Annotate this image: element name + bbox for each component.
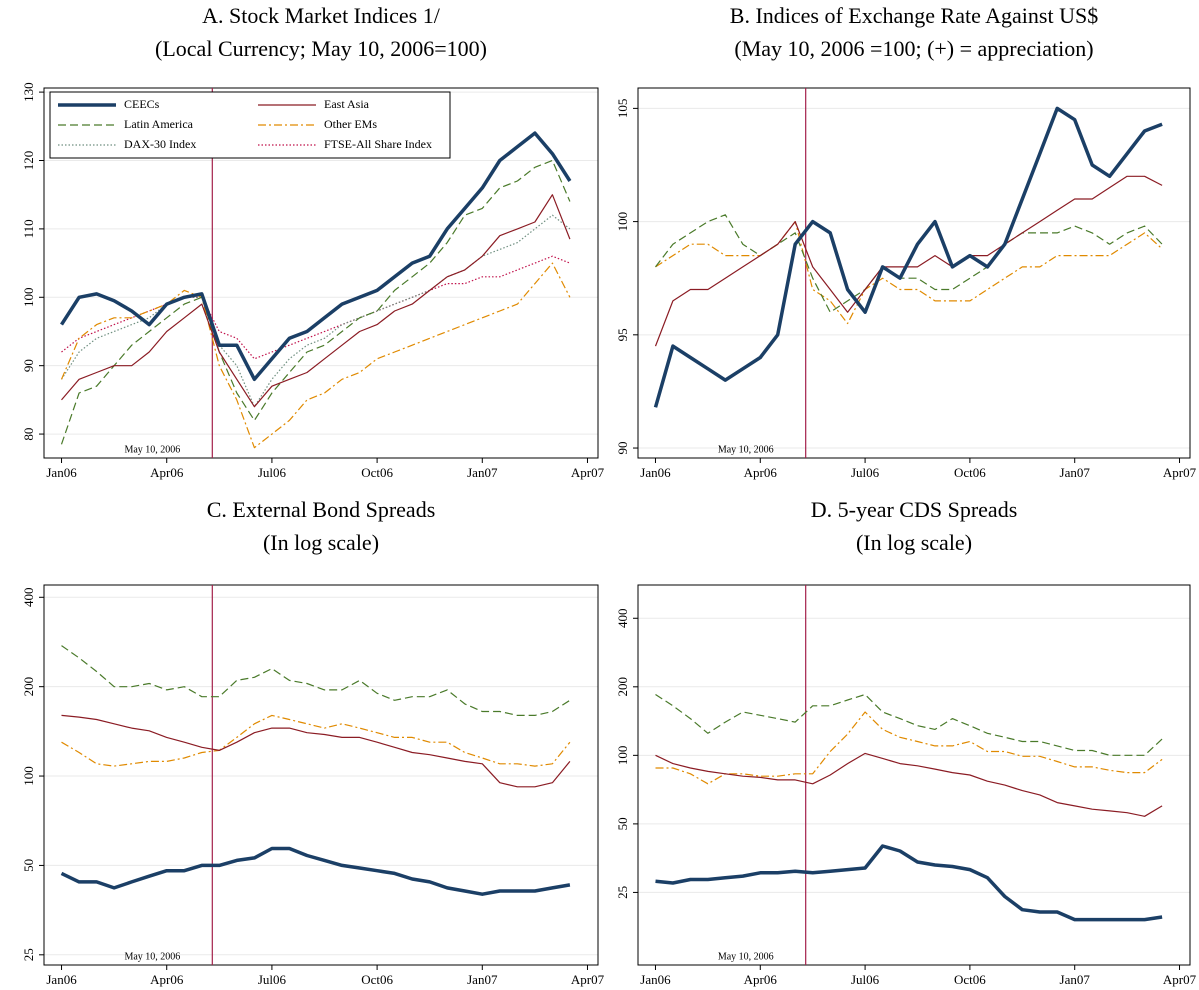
x-tick-label: Apr07 <box>1163 972 1197 987</box>
x-tick-label: Jul06 <box>258 465 287 480</box>
y-tick-label: 200 <box>615 677 630 697</box>
x-tick-label: Apr07 <box>571 465 605 480</box>
plot-frame <box>637 87 1191 459</box>
x-tick-label: Apr07 <box>1163 465 1197 480</box>
series-line <box>61 714 571 788</box>
event-label: May 10, 2006 <box>124 951 180 962</box>
series-line <box>60 159 571 445</box>
chart-subtitle: (In log scale) <box>263 530 379 555</box>
chart-title: D. 5-year CDS Spreads <box>811 497 1018 522</box>
series-line <box>60 214 571 408</box>
series-line <box>60 131 572 382</box>
legend-label: Latin America <box>124 117 194 131</box>
plot-frame <box>43 584 599 966</box>
legend-label: FTSE-All Share Index <box>324 137 432 151</box>
x-tick-label: Oct06 <box>361 465 393 480</box>
y-tick-label: 105 <box>615 99 630 119</box>
y-tick-label: 90 <box>615 442 630 455</box>
chart-subtitle: (In log scale) <box>856 530 972 555</box>
event-label: May 10, 2006 <box>718 444 774 455</box>
x-tick-label: Oct06 <box>361 972 393 987</box>
series-line <box>653 106 1163 408</box>
x-tick-label: Jan07 <box>467 465 498 480</box>
y-tick-label: 100 <box>21 766 36 786</box>
x-tick-label: Jul06 <box>851 972 880 987</box>
chart-title: A. Stock Market Indices 1/ <box>202 3 441 28</box>
series-line <box>60 846 571 896</box>
plot-frame <box>637 584 1191 966</box>
y-tick-label: 130 <box>21 82 36 102</box>
x-tick-label: Jan06 <box>640 972 671 987</box>
x-tick-label: Apr06 <box>744 465 778 480</box>
y-tick-label: 100 <box>21 288 36 308</box>
x-tick-label: Jan07 <box>467 972 498 987</box>
y-tick-label: 95 <box>615 328 630 341</box>
series-line <box>655 214 1163 313</box>
legend-label: Other EMs <box>324 117 377 131</box>
x-tick-label: Jan06 <box>46 465 77 480</box>
panel: B. Indices of Exchange Rate Against US$ (… <box>615 3 1197 480</box>
plot-frame <box>43 87 599 459</box>
panel: C. External Bond Spreads (In log scale) 25… <box>21 497 605 987</box>
panel: D. 5-year CDS Spreads (In log scale) 25 50 1… <box>615 497 1197 987</box>
chart-title: B. Indices of Exchange Rate Against US$ <box>730 3 1098 28</box>
chart-title: C. External Bond Spreads <box>207 497 436 522</box>
y-tick-label: 120 <box>21 151 36 171</box>
series-line <box>655 844 1163 922</box>
event-label: May 10, 2006 <box>718 951 774 962</box>
legend-box <box>49 91 451 159</box>
y-tick-label: 25 <box>615 886 630 899</box>
y-tick-label: 100 <box>615 212 630 232</box>
panel: A. Stock Market Indices 1/ (Local Currenc… <box>21 3 605 480</box>
y-tick-label: 110 <box>21 219 36 238</box>
x-tick-label: Oct06 <box>954 465 986 480</box>
legend-label: East Asia <box>324 97 370 111</box>
y-tick-label: 80 <box>21 428 36 441</box>
legend-label: CEECs <box>124 97 160 111</box>
chart-subtitle: (Local Currency; May 10, 2006=100) <box>155 36 487 61</box>
x-tick-label: Apr07 <box>571 972 605 987</box>
series-line <box>655 221 1163 325</box>
y-tick-label: 400 <box>21 588 36 608</box>
y-tick-label: 25 <box>21 948 36 961</box>
chart-subtitle: (May 10, 2006 =100; (+) = appreciation) <box>734 36 1093 61</box>
y-tick-label: 90 <box>21 359 36 372</box>
series-line <box>655 693 1163 756</box>
x-tick-label: Apr06 <box>150 972 184 987</box>
y-tick-label: 50 <box>21 859 36 872</box>
series-line <box>655 752 1163 817</box>
series-line <box>61 714 571 767</box>
series-line <box>60 262 571 449</box>
x-tick-label: Jan06 <box>640 465 671 480</box>
legend-label: DAX-30 Index <box>124 137 196 151</box>
y-tick-label: 100 <box>615 746 630 766</box>
x-tick-label: Jan06 <box>46 972 77 987</box>
x-tick-label: Oct06 <box>954 972 986 987</box>
series-line <box>61 645 571 716</box>
x-tick-label: Jan07 <box>1060 972 1091 987</box>
series-line <box>61 255 571 360</box>
x-tick-label: Apr06 <box>150 465 184 480</box>
x-tick-label: Jan07 <box>1060 465 1091 480</box>
y-tick-label: 400 <box>615 609 630 629</box>
series-line <box>61 194 571 408</box>
series-line <box>654 175 1163 347</box>
event-label: May 10, 2006 <box>124 444 180 455</box>
x-tick-label: Jul06 <box>851 465 880 480</box>
y-tick-label: 50 <box>615 817 630 830</box>
y-tick-label: 200 <box>21 677 36 697</box>
x-tick-label: Apr06 <box>744 972 778 987</box>
x-tick-label: Jul06 <box>258 972 287 987</box>
